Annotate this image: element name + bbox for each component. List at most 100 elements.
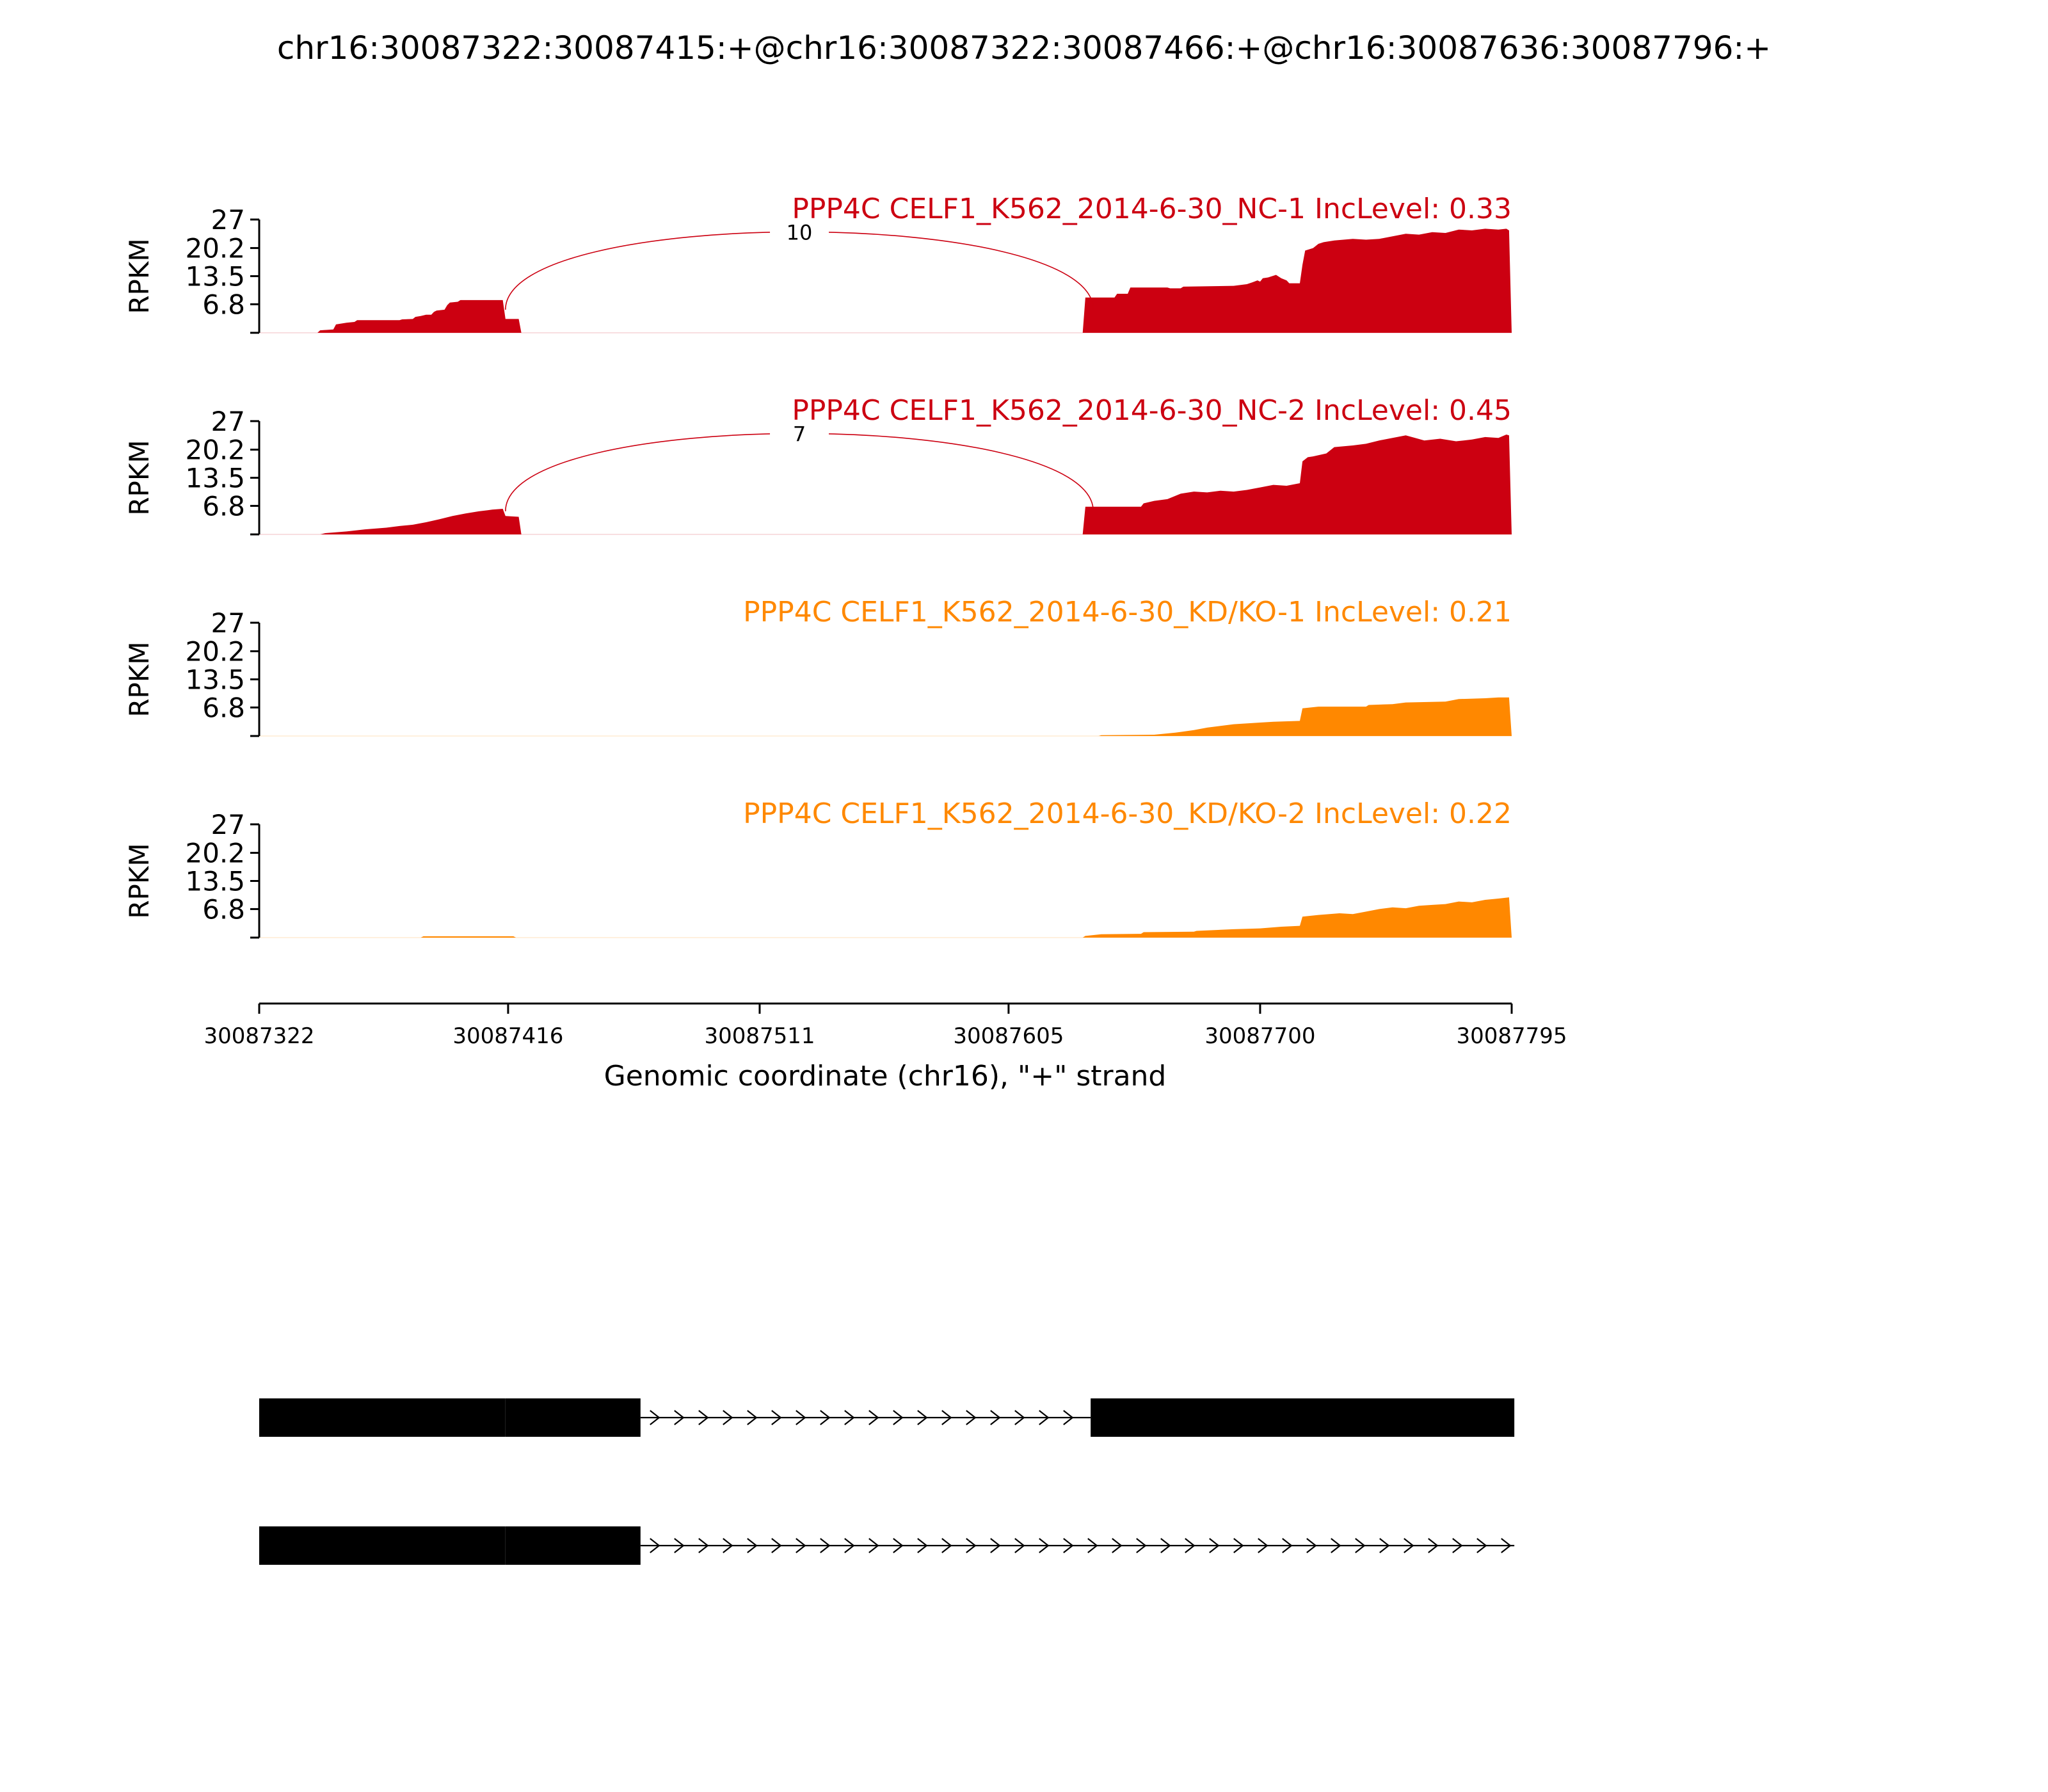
strand-chevron (723, 1538, 733, 1553)
strand-chevron (917, 1410, 928, 1425)
exon-block (1091, 1398, 1515, 1437)
track-label: PPP4C CELF1_K562_2014-6-30_KD/KO-2 IncLe… (743, 797, 1512, 830)
x-tick-label: 30087511 (704, 1023, 815, 1049)
strand-chevron (796, 1410, 806, 1425)
exon-block (505, 1398, 641, 1437)
y-axis-label: RPKM (124, 238, 155, 314)
strand-chevron (941, 1538, 952, 1553)
isoform-2 (259, 1526, 1515, 1565)
y-tick-label: 27 (211, 809, 245, 840)
strand-chevron (1306, 1538, 1317, 1553)
strand-chevron (1014, 1410, 1025, 1425)
strand-chevron (917, 1538, 928, 1553)
y-tick-label: 6.8 (202, 692, 245, 723)
strand-chevron (1282, 1538, 1293, 1553)
y-axis-label: RPKM (124, 440, 155, 515)
x-axis: 30087322 30087416 30087511 30087605 30087700… (204, 1002, 1567, 1049)
track-label: PPP4C CELF1_K562_2014-6-30_KD/KO-1 IncLe… (743, 596, 1512, 628)
junction-count: 10 (787, 220, 813, 244)
coverage-area (259, 435, 1512, 534)
strand-chevron (844, 1538, 855, 1553)
y-tick-label: 6.8 (202, 289, 245, 320)
y-tick-label: 20.2 (185, 838, 245, 869)
strand-chevron (796, 1538, 806, 1553)
strand-chevron (1185, 1538, 1196, 1553)
strand-chevron (1258, 1538, 1268, 1553)
strand-chevron (1379, 1538, 1390, 1553)
strand-chevron (1209, 1538, 1220, 1553)
x-tick-label: 30087795 (1456, 1023, 1567, 1049)
coverage-area (259, 697, 1512, 736)
strand-chevron (650, 1410, 660, 1425)
x-tick-label: 30087322 (204, 1023, 314, 1049)
strand-chevron (1404, 1538, 1414, 1553)
strand-chevron (868, 1538, 879, 1553)
y-tick-label: 20.2 (185, 233, 245, 264)
strand-chevron (966, 1538, 977, 1553)
y-tick-label: 27 (211, 406, 245, 437)
strand-chevron (1355, 1538, 1366, 1553)
track-label: PPP4C CELF1_K562_2014-6-30_NC-2 IncLevel… (792, 394, 1512, 427)
track-2: 6.813.520.227 RPKM PPP4C CELF1_K562_2014-6… (124, 394, 1512, 536)
exon-block (259, 1398, 506, 1437)
strand-chevron (941, 1410, 952, 1425)
strand-chevron (723, 1410, 733, 1425)
strand-chevron (1039, 1410, 1050, 1425)
junction-count: 7 (793, 422, 806, 446)
strand-chevron (771, 1538, 782, 1553)
strand-chevron (990, 1410, 1001, 1425)
strand-chevron (1501, 1538, 1512, 1553)
strand-chevron (674, 1538, 685, 1553)
track-3: 6.813.520.227 RPKM PPP4C CELF1_K562_2014-6… (124, 596, 1512, 737)
y-tick-label: 6.8 (202, 893, 245, 925)
strand-chevron (1112, 1538, 1123, 1553)
strand-chevron (1063, 1538, 1074, 1553)
x-tick-label: 30087700 (1204, 1023, 1315, 1049)
exon-block (505, 1526, 641, 1565)
junction-count-bg (770, 420, 829, 447)
strand-chevron (698, 1538, 709, 1553)
strand-chevron (1087, 1538, 1098, 1553)
strand-chevron (698, 1410, 709, 1425)
strand-chevron (820, 1410, 831, 1425)
y-axis-label: RPKM (124, 843, 155, 918)
strand-chevron (674, 1410, 685, 1425)
y-tick-label: 27 (211, 204, 245, 236)
strand-chevron (966, 1410, 977, 1425)
track-1: 6.813.520.227 RPKM PPP4C CELF1_K562_2014-6… (124, 193, 1512, 334)
strand-chevron (771, 1410, 782, 1425)
strand-chevron (1039, 1538, 1050, 1553)
strand-chevron (893, 1538, 904, 1553)
y-tick-label: 20.2 (185, 435, 245, 466)
y-tick-label: 6.8 (202, 490, 245, 522)
x-tick-label: 30087605 (953, 1023, 1064, 1049)
y-tick-label: 13.5 (185, 261, 245, 292)
strand-chevron (1136, 1538, 1147, 1553)
junction-count-bg (770, 219, 829, 245)
strand-chevron (1452, 1538, 1463, 1553)
strand-chevron (844, 1410, 855, 1425)
x-tick-label: 30087416 (452, 1023, 563, 1049)
strand-chevron (1428, 1538, 1439, 1553)
isoform-1 (259, 1398, 1515, 1437)
coverage-area (259, 228, 1512, 333)
track-label: PPP4C CELF1_K562_2014-6-30_NC-1 IncLevel… (792, 193, 1512, 225)
y-tick-label: 13.5 (185, 463, 245, 494)
exon-block (259, 1526, 506, 1565)
strand-chevron (1063, 1410, 1074, 1425)
strand-chevron (893, 1410, 904, 1425)
y-tick-label: 20.2 (185, 636, 245, 668)
strand-chevron (1476, 1538, 1487, 1553)
strand-chevron (1014, 1538, 1025, 1553)
strand-chevron (1331, 1538, 1341, 1553)
strand-chevron (868, 1410, 879, 1425)
track-4: 6.813.520.227 RPKM PPP4C CELF1_K562_2014-6… (124, 797, 1512, 939)
isoform-models (259, 1398, 1515, 1565)
strand-chevron (1233, 1538, 1244, 1553)
chart-title: chr16:30087322:30087415:+@chr16:30087322… (277, 29, 1771, 67)
strand-chevron (747, 1538, 758, 1553)
x-axis-label: Genomic coordinate (chr16), "+" strand (604, 1060, 1167, 1092)
